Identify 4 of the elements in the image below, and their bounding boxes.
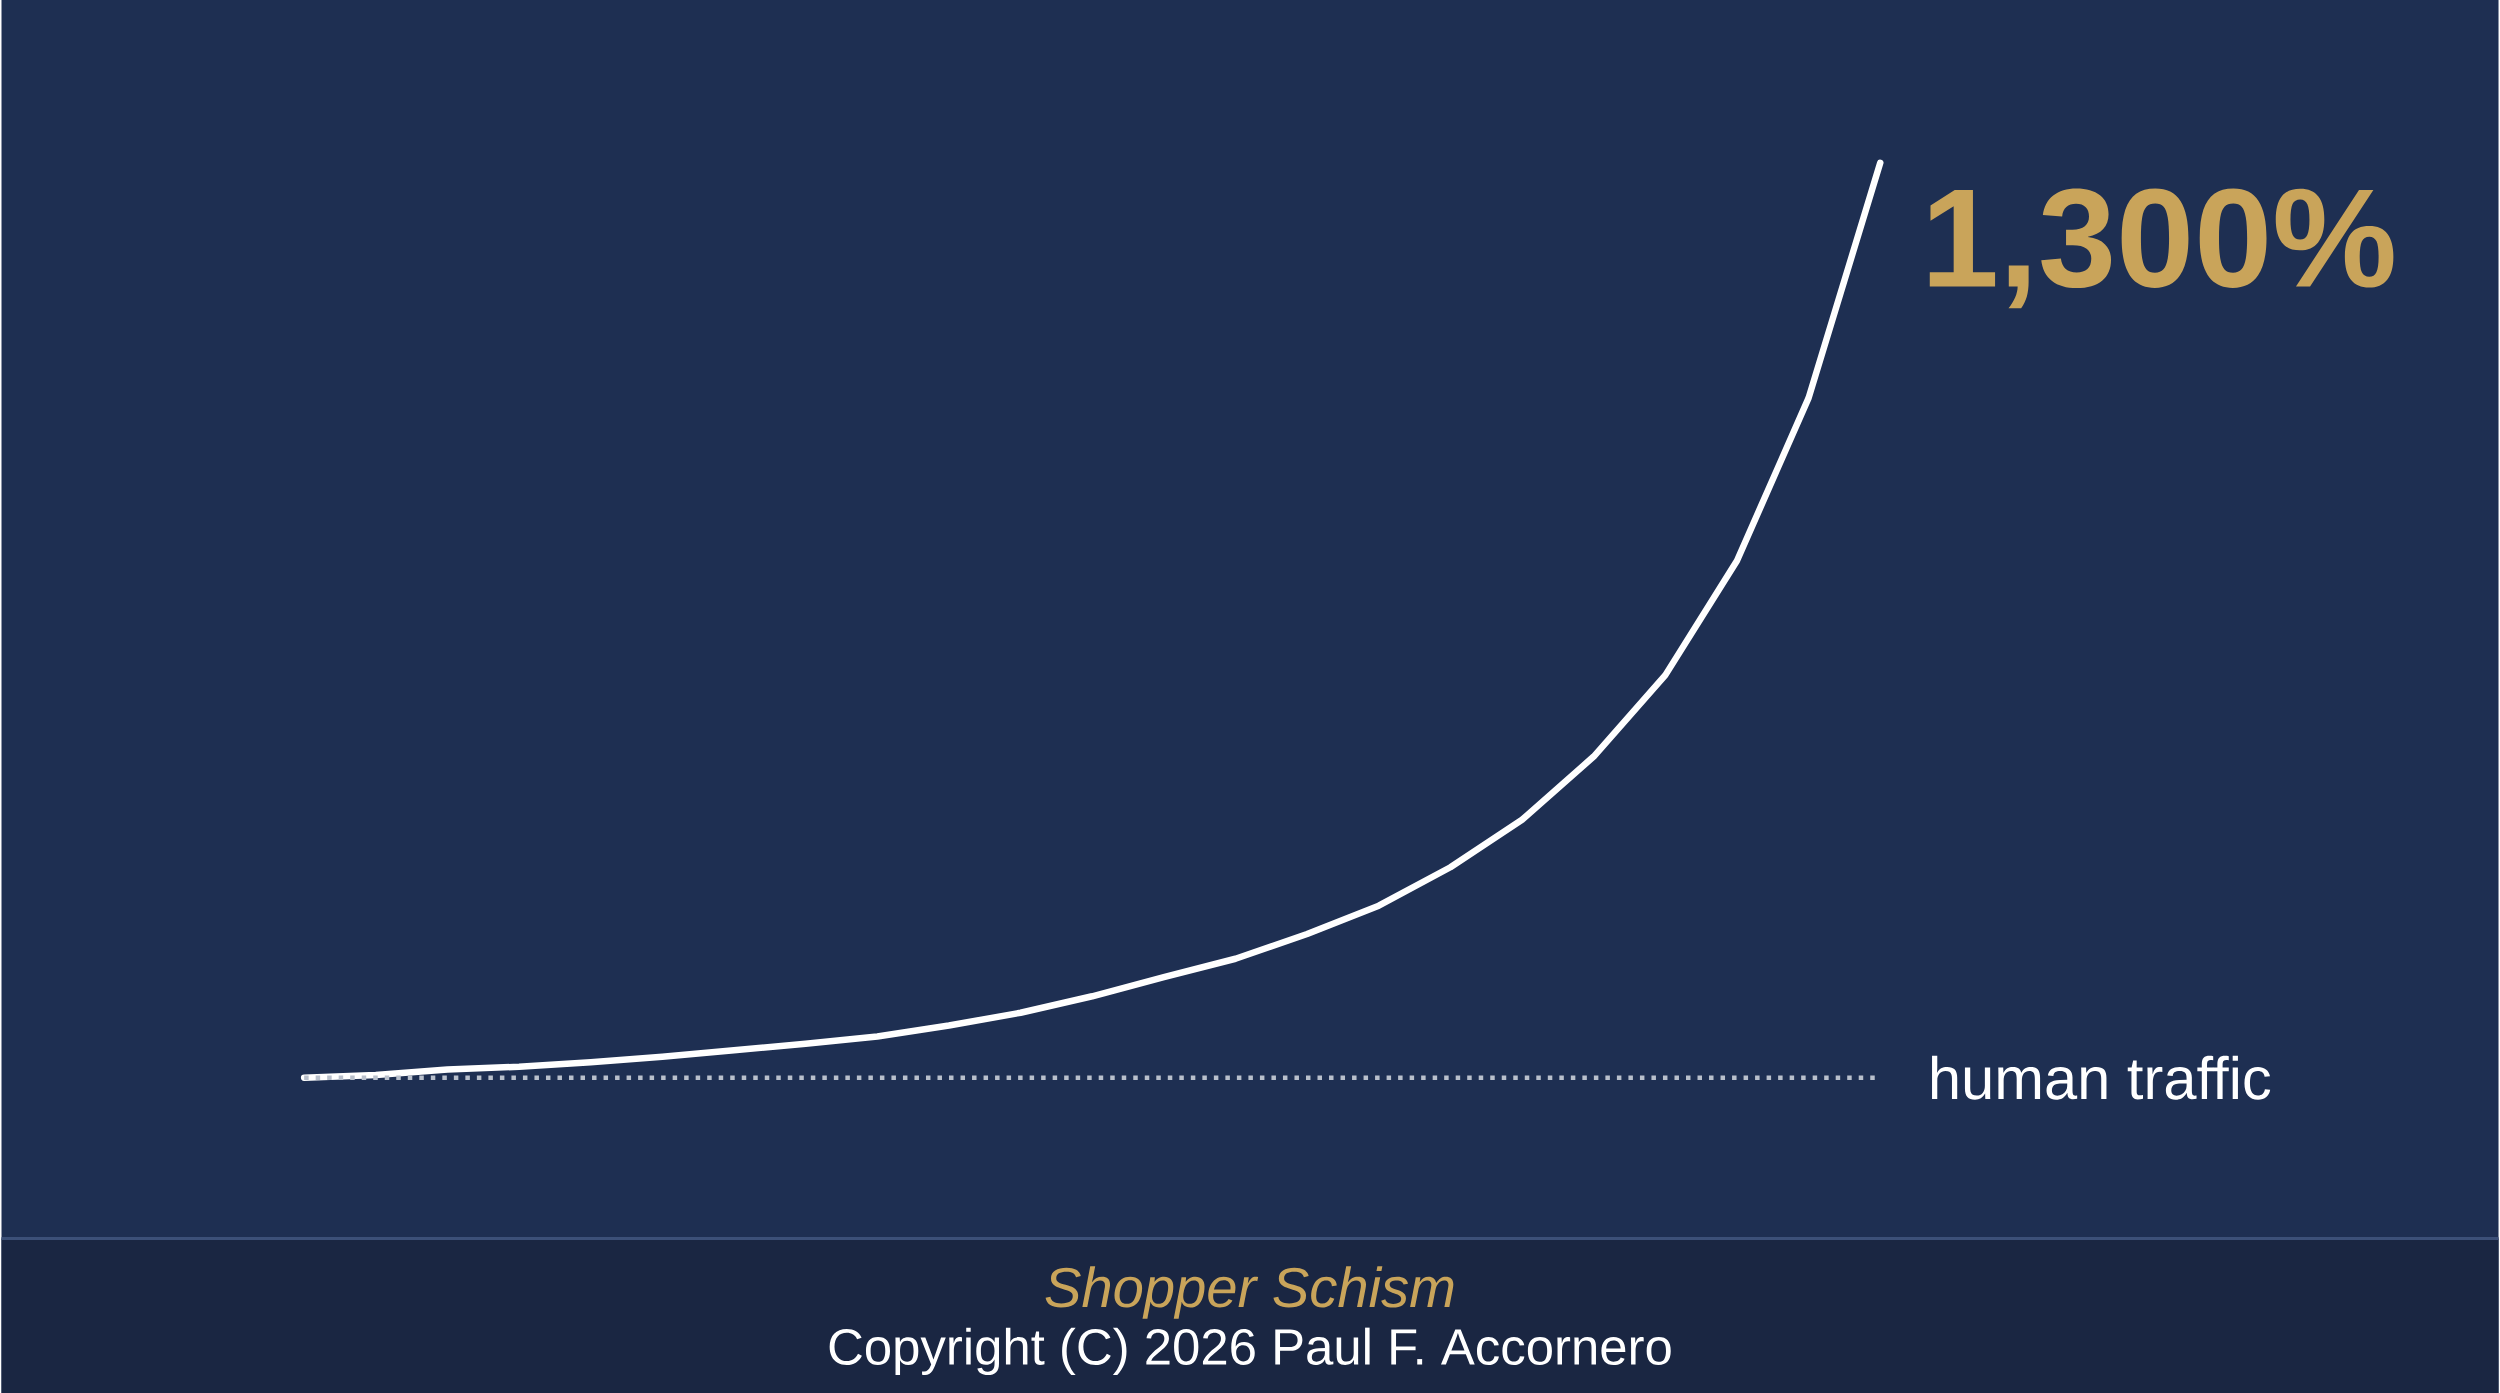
text: Copyright (C) 2026 Paul F. Accornero — [829, 1327, 1671, 1375]
ref-line-label: human traffic — [1932, 1055, 2271, 1100]
text: Shopper Schism — [1045, 1266, 1454, 1319]
text: 1,300% — [1929, 188, 2394, 309]
